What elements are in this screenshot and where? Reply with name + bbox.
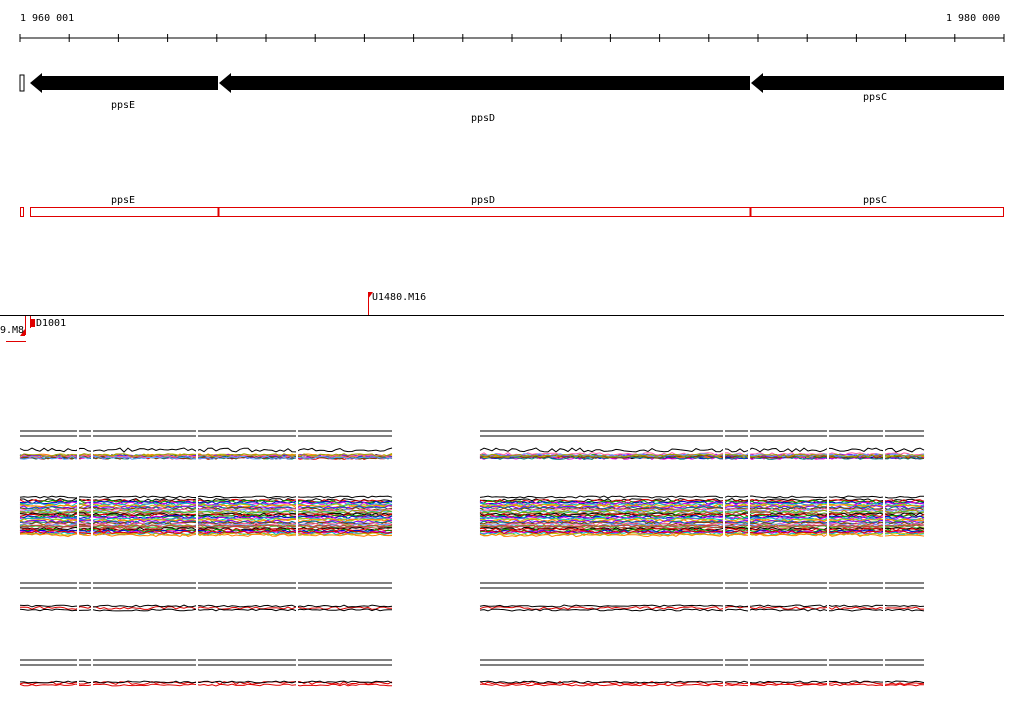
expression-trace [479,503,925,508]
expression-trace [479,453,925,458]
expression-trace [19,453,393,458]
probe-label-U1480: U1480.M16 [372,292,427,303]
probe-flag-U1480[interactable] [368,292,373,299]
expression-trace [19,454,393,459]
axis-start-label: 1 960 001 [20,13,75,24]
ruler-ticks [19,34,1005,42]
expression-trace [479,680,925,686]
gene-arrow-track [19,73,1004,93]
expression-trace [19,683,392,687]
expression-trace [19,522,393,527]
gene-label-ppsC: ppsC [863,92,888,103]
expression-trace [479,508,925,513]
expression-trace [19,530,393,535]
expression-trace [479,608,925,612]
expression-trace [19,519,393,524]
gene-arrow-ppsE[interactable] [30,73,218,93]
expression-trace [479,495,925,499]
gene-box-ppsC[interactable] [750,207,1004,217]
gene-box-ppsD[interactable] [218,207,751,217]
probe-flag-9M8[interactable] [20,329,25,336]
expression-trace [479,505,925,510]
gene-label-ppsE: ppsE [111,100,136,111]
expression-trace [479,447,925,453]
expression-trace [19,605,393,611]
expression-trace [19,524,393,528]
gene-arrow-ppsC[interactable] [751,73,1004,93]
expression-trace [20,528,393,533]
expression-trace [479,605,924,610]
gene-box-track [20,207,1004,217]
expression-trace [480,683,925,687]
expression-trace [479,604,925,608]
expression-trace [19,604,393,608]
expression-trace [19,503,393,508]
expression-trace [479,680,925,684]
expression-trace [19,495,393,499]
gene-box-label-ppsC: ppsC [863,195,888,206]
expression-trace [19,608,392,612]
panel-left [19,428,393,692]
gene-fragment-marker [19,74,25,92]
expression-trace [479,455,925,460]
probe-label-9M8: 9.M8 [0,325,25,336]
expression-trace [479,525,925,530]
expression-trace [479,506,925,511]
expression-trace [19,533,393,538]
expression-trace [19,526,393,531]
probe-track [0,292,1004,342]
gene-box-fragment [20,207,24,217]
probe-label-D1001: D1001 [36,318,67,329]
expression-trace [479,452,925,457]
expression-trace [20,680,393,684]
gene-box-ppsE[interactable] [30,207,219,217]
expression-trace [479,497,925,503]
expression-trace [479,527,925,532]
expression-trace [479,533,925,538]
expression-trace [479,524,925,528]
expression-trace [479,513,925,518]
axis-end-label: 1 980 000 [946,13,1001,24]
gene-arrow-ppsD[interactable] [219,73,750,93]
panel-right [479,428,925,692]
gene-label-ppsD: ppsD [471,113,496,124]
gene-box-label-ppsE: ppsE [111,195,136,206]
expression-trace [19,512,393,517]
expression-trace [19,447,393,453]
genome-ruler [19,34,1005,42]
expression-trace [19,518,393,523]
gene-box-label-ppsD: ppsD [471,195,496,206]
expression-trace [19,455,393,460]
expression-trace [479,510,925,515]
expression-panels [19,428,925,692]
expression-trace [479,530,925,535]
expression-trace [480,504,925,509]
expression-trace [479,453,925,458]
probe-flag-D1001[interactable] [31,319,35,327]
expression-trace [479,518,925,523]
